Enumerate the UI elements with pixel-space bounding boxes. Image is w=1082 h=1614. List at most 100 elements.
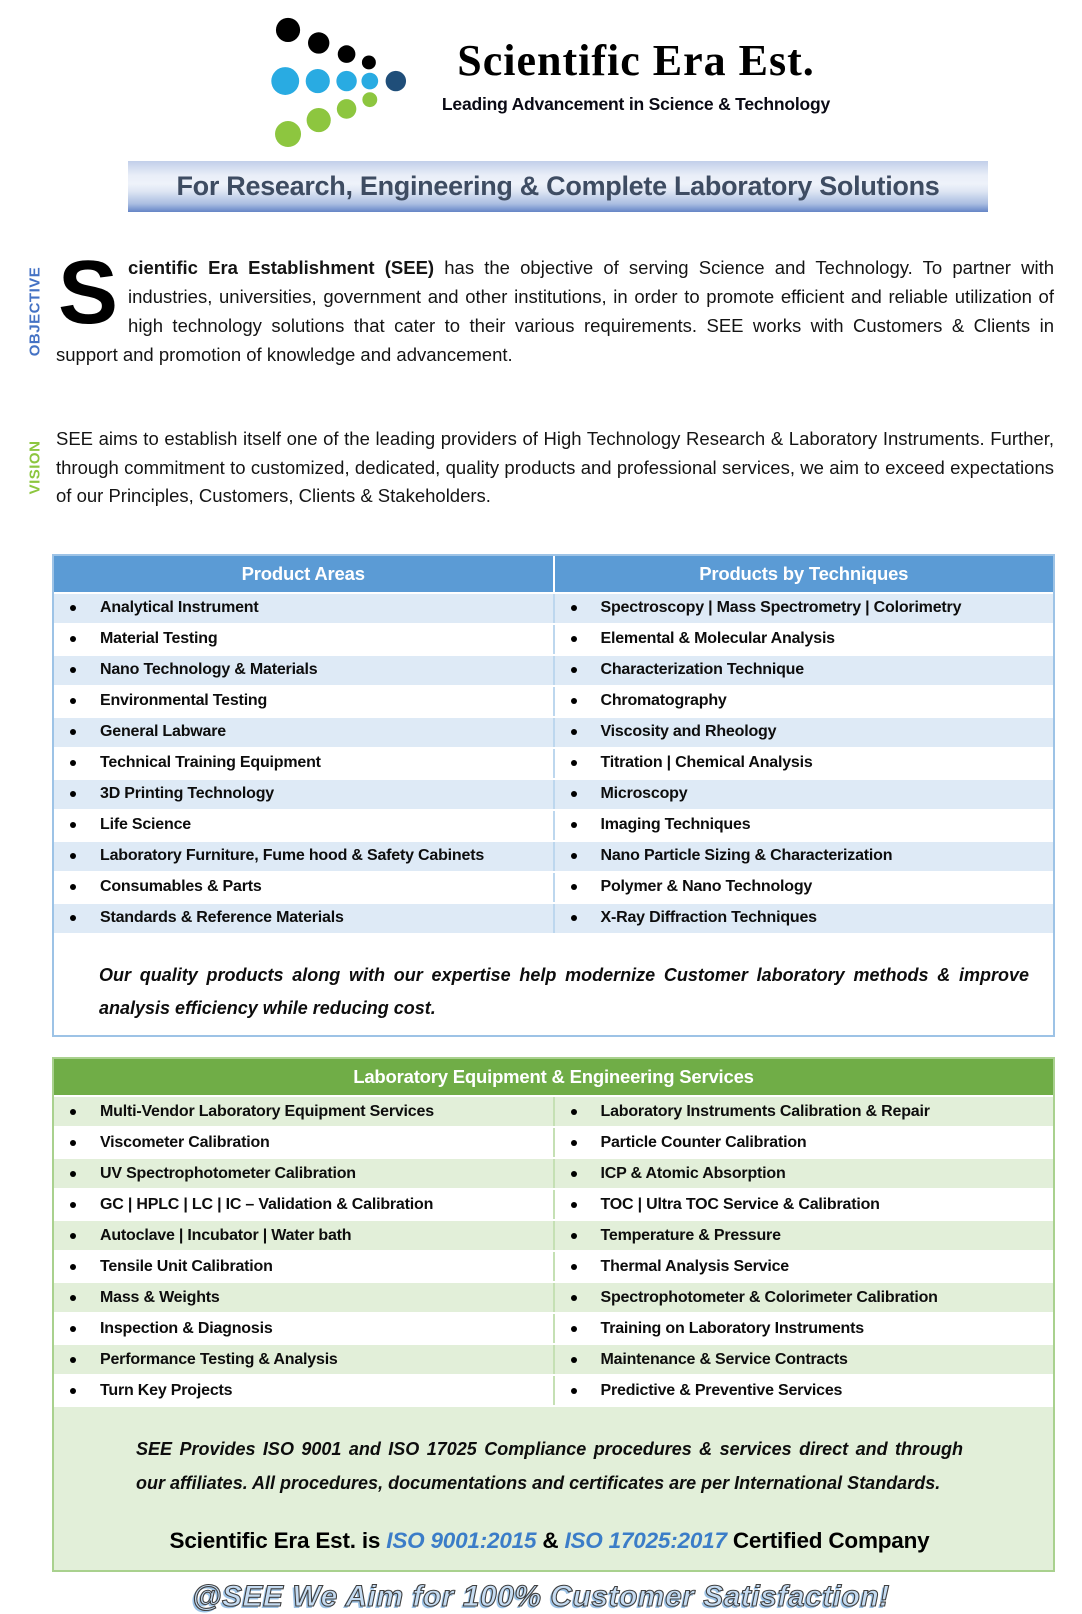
product-table: Product Areas Products by Techniques Ana… — [52, 553, 1055, 1038]
bullet-icon — [70, 853, 76, 860]
table-cell-label: Performance Testing & Analysis — [100, 1350, 338, 1368]
table-row: GC | HPLC | LC | IC – Validation & Calib… — [54, 1188, 1053, 1220]
banner: For Research, Engineering & Complete Lab… — [128, 160, 988, 212]
table-cell-label: Inspection & Diagnosis — [100, 1319, 273, 1337]
logo-header: Scientific Era Est. Leading Advancement … — [10, 0, 1082, 151]
table-row: 3D Printing Technology Microscopy — [54, 777, 1053, 809]
banner-text: For Research, Engineering & Complete Lab… — [176, 170, 940, 201]
table-cell-label: Standards & Reference Materials — [100, 909, 344, 927]
objective-lead: cientific Era Establishment (SEE) — [128, 257, 435, 279]
table-cell: Autoclave | Incubator | Water bath — [54, 1221, 553, 1251]
table-cell-label: Laboratory Instruments Calibration & Rep… — [600, 1102, 930, 1120]
bullet-icon — [570, 1294, 577, 1301]
bullet-icon — [570, 605, 577, 612]
services-table-header: Laboratory Equipment & Engineering Servi… — [54, 1059, 1053, 1096]
bullet-icon — [570, 1232, 577, 1239]
table-cell-label: Thermal Analysis Service — [600, 1257, 790, 1275]
services-table-note: SEE Provides ISO 9001 and ISO 17025 Comp… — [54, 1405, 1053, 1570]
table-cell-label: Nano Particle Sizing & Characterization — [600, 847, 893, 865]
bullet-icon — [570, 667, 577, 674]
table-cell-label: X-Ray Diffraction Techniques — [600, 909, 818, 927]
table-cell-label: Nano Technology & Materials — [100, 661, 318, 679]
table-cell-label: Laboratory Furniture, Fume hood & Safety… — [100, 847, 485, 865]
table-cell: Environmental Testing — [54, 686, 553, 716]
bullet-icon — [570, 1108, 577, 1115]
certified-prefix: Scientific Era Est. is — [169, 1527, 387, 1553]
table-row: Inspection & Diagnosis Training on Labora… — [54, 1312, 1053, 1344]
bullet-icon — [70, 1139, 76, 1146]
table-row: Laboratory Furniture, Fume hood & Safety… — [54, 839, 1053, 871]
table-cell: Tensile Unit Calibration — [54, 1252, 553, 1282]
table-cell: Viscosity and Rheology — [552, 717, 1053, 747]
product-table-body: Analytical Instrument Spectroscopy | Mass… — [54, 591, 1053, 933]
table-row: Viscometer Calibration Particle Counter C… — [54, 1126, 1053, 1158]
iso-9001-label: ISO 9001:2015 — [386, 1527, 537, 1553]
table-cell: Mass & Weights — [54, 1283, 553, 1313]
logo-dots-icon — [271, 17, 406, 148]
table-cell-label: Material Testing — [100, 630, 218, 648]
vision-vertical-label: VISION — [26, 441, 44, 495]
bullet-icon — [70, 822, 76, 829]
services-header-title: Laboratory Equipment & Engineering Servi… — [353, 1066, 754, 1088]
bullet-icon — [570, 884, 577, 891]
bullet-icon — [570, 760, 577, 767]
table-cell-label: Imaging Techniques — [600, 816, 751, 834]
table-cell-label: Mass & Weights — [100, 1288, 220, 1306]
bullet-icon — [70, 605, 76, 612]
quality-note-text: Our quality products along with our expe… — [99, 964, 1029, 1019]
table-row: Material Testing Elemental & Molecular An… — [54, 622, 1053, 654]
logo-text-block: Scientific Era Est. Leading Advancement … — [442, 16, 830, 115]
table-cell-label: Polymer & Nano Technology — [600, 878, 813, 896]
bullet-icon — [570, 915, 577, 922]
services-table-body: Multi-Vendor Laboratory Equipment Servic… — [54, 1095, 1053, 1406]
bullet-icon — [70, 1294, 76, 1301]
bullet-icon — [570, 698, 577, 705]
table-cell-label: Viscosity and Rheology — [600, 723, 777, 741]
bullet-icon — [70, 760, 76, 767]
table-cell-label: General Labware — [100, 723, 226, 741]
column-header-products-by-techniques: Products by Techniques — [552, 555, 1054, 592]
table-cell-label: Maintenance & Service Contracts — [600, 1350, 848, 1368]
certified-statement: Scientific Era Est. is ISO 9001:2015 & I… — [136, 1528, 963, 1554]
table-row: General Labware Viscosity and Rheology — [54, 715, 1053, 747]
table-cell: Spectrophotometer & Colorimeter Calibrat… — [552, 1283, 1053, 1313]
table-cell-label: Training on Laboratory Instruments — [600, 1319, 865, 1337]
bullet-icon — [570, 1325, 577, 1332]
bullet-icon — [70, 791, 76, 798]
bullet-icon — [570, 1139, 577, 1146]
bullet-icon — [70, 1232, 76, 1239]
table-cell-label: Temperature & Pressure — [600, 1226, 781, 1244]
iso-compliance-note: SEE Provides ISO 9001 and ISO 17025 Comp… — [136, 1439, 963, 1493]
table-cell-label: Tensile Unit Calibration — [100, 1257, 273, 1275]
table-cell: General Labware — [54, 717, 553, 747]
table-cell: Inspection & Diagnosis — [54, 1314, 553, 1344]
bullet-icon — [570, 791, 577, 798]
table-cell: Turn Key Projects — [54, 1376, 553, 1406]
bullet-icon — [570, 636, 577, 643]
table-cell-label: Spectroscopy | Mass Spectrometry | Color… — [600, 599, 962, 617]
table-row: Nano Technology & Materials Characterizat… — [54, 653, 1053, 685]
table-cell: ICP & Atomic Absorption — [552, 1159, 1053, 1189]
table-cell: Nano Particle Sizing & Characterization — [552, 841, 1053, 871]
table-cell-label: Titration | Chemical Analysis — [600, 754, 813, 772]
table-row: UV Spectrophotometer Calibration ICP & At… — [54, 1157, 1053, 1189]
table-cell: Microscopy — [552, 779, 1053, 809]
table-cell: Chromatography — [552, 686, 1053, 716]
table-cell-label: Environmental Testing — [100, 692, 268, 710]
product-table-note: Our quality products along with our expe… — [54, 932, 1053, 1036]
table-cell-label: Autoclave | Incubator | Water bath — [100, 1226, 352, 1244]
table-cell: 3D Printing Technology — [54, 779, 553, 809]
table-row: Multi-Vendor Laboratory Equipment Servic… — [54, 1095, 1053, 1127]
table-cell: Polymer & Nano Technology — [552, 872, 1053, 902]
table-cell-label: TOC | Ultra TOC Service & Calibration — [600, 1195, 880, 1213]
column-header-product-areas: Product Areas — [241, 562, 365, 584]
table-cell: Thermal Analysis Service — [552, 1252, 1053, 1282]
table-cell-label: GC | HPLC | LC | IC – Validation & Calib… — [100, 1195, 434, 1213]
table-cell: Standards & Reference Materials — [54, 903, 553, 933]
table-cell: Characterization Technique — [552, 655, 1053, 685]
table-cell: Spectroscopy | Mass Spectrometry | Color… — [552, 593, 1053, 623]
table-row: Life Science Imaging Techniques — [54, 808, 1053, 840]
table-cell-label: Predictive & Preventive Services — [600, 1381, 843, 1399]
table-row: Environmental Testing Chromatography — [54, 684, 1053, 716]
